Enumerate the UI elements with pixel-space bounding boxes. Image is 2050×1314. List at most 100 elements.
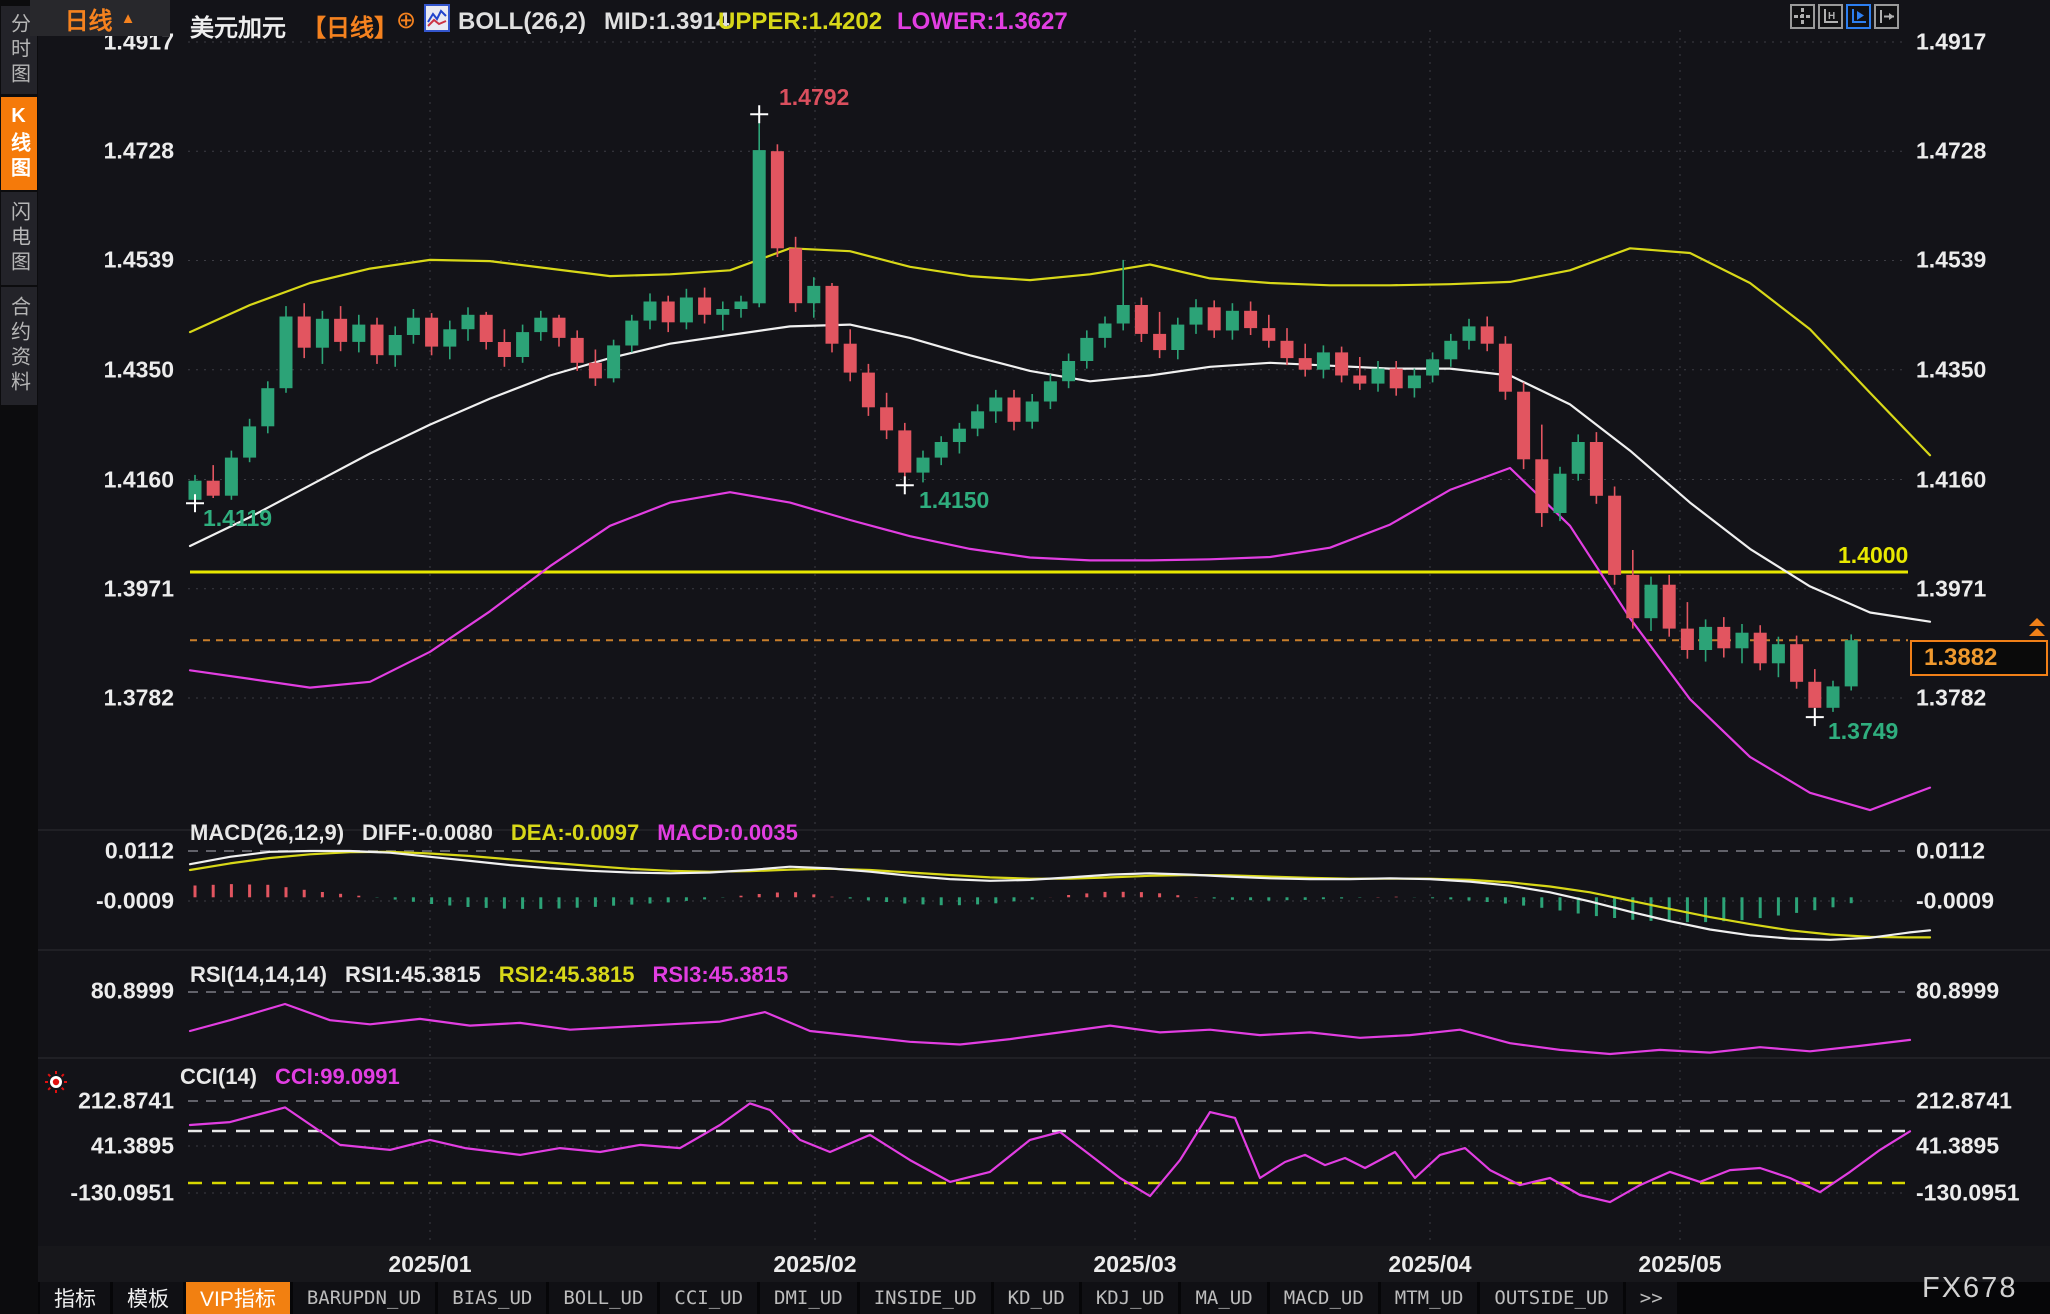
price-tick-left-5: 1.3971 <box>103 575 174 602</box>
sidebar-item-3[interactable]: 闪电图 <box>1 192 37 285</box>
tab-vip指标[interactable]: VIP指标 <box>186 1282 290 1314</box>
boll-lower-value: LOWER:1.3627 <box>897 8 1068 35</box>
chart-toolbar: H <box>1790 4 1899 29</box>
axis-scale-glyph: H <box>1824 9 1838 23</box>
tab-dmi-ud[interactable]: DMI_UD <box>760 1282 857 1314</box>
exit-icon[interactable] <box>1874 4 1899 29</box>
tab-kdj-ud[interactable]: KDJ_UD <box>1081 1282 1179 1314</box>
boll-upper-value: UPPER:1.4202 <box>718 8 883 35</box>
indicator-tab-bar: 指标 模板 VIP指标 BARUPDN_UD BIAS_UD BOLL_UD CCI_UD D… <box>38 1282 2050 1314</box>
tab--[interactable]: >> <box>1625 1282 1677 1314</box>
indicator-tick-right-5: -130.0951 <box>1916 1179 2020 1206</box>
indicator-chart-icon[interactable] <box>424 4 450 32</box>
add-indicator-icon[interactable]: ⊕ <box>396 7 417 34</box>
macd-dea-value: DEA:-0.0097 <box>510 820 640 845</box>
rsi-title: RSI(14,14,14) <box>190 962 327 987</box>
period-tag: 【日线】 <box>302 15 398 42</box>
price-tick-right-6: 1.3782 <box>1916 684 1987 711</box>
macd-diff-value: DIFF:-0.0080 <box>362 820 493 845</box>
tab-bias-ud[interactable]: BIAS_UD <box>438 1282 547 1314</box>
tab-ma-ud[interactable]: MA_UD <box>1181 1282 1267 1314</box>
rsi-panel-header: RSI(14,14,14) RSI1:45.3815 RSI2:45.3815 RSI… <box>190 962 806 988</box>
cci-panel-header: CCI(14) CCI:99.0991 <box>180 1064 418 1090</box>
period-label: 日线 <box>64 7 113 35</box>
boll-label: BOLL(26,2) <box>458 8 587 35</box>
move-icon[interactable] <box>1790 4 1815 29</box>
svg-text:H: H <box>1828 11 1835 22</box>
macd-macd-value: MACD:0.0035 <box>657 820 798 845</box>
double-up-arrow-glyph <box>2029 618 2045 636</box>
exit-glyph <box>1880 10 1894 23</box>
start-low-annotation: 1.4119 <box>203 505 273 531</box>
current-price-box: 1.3882 <box>1910 640 2048 676</box>
alarm-icon[interactable] <box>44 1070 68 1094</box>
sidebar-item-4[interactable]: 合约资料 <box>1 287 37 405</box>
indicator-tick-left-3: 212.8741 <box>78 1087 174 1114</box>
price-up-arrow-icon <box>2028 618 2046 640</box>
indicator-tick-right-2: 80.8999 <box>1916 977 2000 1004</box>
sidebar-item-2[interactable]: K线图 <box>1 97 37 190</box>
xaxis-label-2025/05: 2025/05 <box>1638 1251 1722 1277</box>
boll-mid-value: MID:1.3914 <box>604 8 730 35</box>
rsi2-value: RSI2:45.3815 <box>498 962 635 987</box>
rsi3-value: RSI3:45.3815 <box>652 962 789 987</box>
price-tick-left-2: 1.4539 <box>103 246 174 273</box>
tab-模板[interactable]: 模板 <box>113 1282 183 1314</box>
price-tick-left-3: 1.4350 <box>103 356 174 383</box>
symbol-title: 美元加元 <box>190 15 286 42</box>
tab-指标[interactable]: 指标 <box>40 1282 110 1314</box>
cci-value: CCI:99.0991 <box>275 1064 400 1089</box>
indicator-tick-left-2: 80.8999 <box>90 977 174 1004</box>
price-tick-right-3: 1.4350 <box>1916 356 1987 383</box>
axis-play-icon[interactable] <box>1846 4 1871 29</box>
tab-macd-ud[interactable]: MACD_UD <box>1269 1282 1378 1314</box>
xaxis-labels: 2025/01 2025/02 2025/03 2025/04 2025/05 <box>0 1246 2050 1282</box>
axis-play-glyph <box>1852 9 1866 23</box>
cci-title: CCI(14) <box>180 1064 258 1089</box>
chart-plot-area[interactable] <box>0 0 2050 1246</box>
tab-inside-ud[interactable]: INSIDE_UD <box>859 1282 991 1314</box>
indicator-tick-right-0: 0.0112 <box>1916 837 1986 864</box>
left-price-axis: 1.4917 1.4728 1.4539 1.4350 1.4160 1.3971 1.37… <box>38 0 180 1246</box>
indicator-tick-right-1: -0.0009 <box>1916 887 1995 914</box>
macd-panel-header: MACD(26,12,9) DIFF:-0.0080 DEA:-0.0097 MACD… <box>190 820 816 846</box>
indicator-tick-left-4: 41.3895 <box>90 1132 174 1159</box>
axis-scale-icon[interactable]: H <box>1818 4 1843 29</box>
price-tick-right-4: 1.4160 <box>1916 466 1987 493</box>
xaxis-label-2025/02: 2025/02 <box>773 1251 857 1277</box>
xaxis-label-2025/04: 2025/04 <box>1388 1251 1472 1277</box>
level-line-annotation: 1.4000 <box>1838 542 1909 568</box>
indicator-tick-left-0: 0.0112 <box>104 837 174 864</box>
indicator-tick-left-1: -0.0009 <box>95 887 174 914</box>
xaxis-label-2025/03: 2025/03 <box>1093 1251 1177 1277</box>
move-glyph <box>1794 8 1811 25</box>
rsi1-value: RSI1:45.3815 <box>344 962 481 987</box>
tab-kd-ud[interactable]: KD_UD <box>993 1282 1079 1314</box>
tab-barupdn-ud[interactable]: BARUPDN_UD <box>292 1282 436 1314</box>
indicator-tick-right-3: 212.8741 <box>1916 1087 2012 1114</box>
mini-chart-glyph <box>427 9 447 27</box>
price-tick-right-5: 1.3971 <box>1916 575 1987 602</box>
price-tick-right-1: 1.4728 <box>1916 137 1987 164</box>
tab-boll-ud[interactable]: BOLL_UD <box>549 1282 658 1314</box>
macd-title: MACD(26,12,9) <box>190 820 345 845</box>
feb-low-annotation: 1.4150 <box>919 487 990 513</box>
right-price-axis: 1.4917 1.4728 1.4539 1.4350 1.4160 1.3971 1.37… <box>1916 0 2050 1246</box>
price-tick-left-4: 1.4160 <box>103 466 174 493</box>
indicator-tick-left-5: -130.0951 <box>70 1179 174 1206</box>
price-tick-right-0: 1.4917 <box>1916 28 1987 55</box>
price-tick-right-2: 1.4539 <box>1916 246 1987 273</box>
tab-mtm-ud[interactable]: MTM_UD <box>1380 1282 1478 1314</box>
xaxis-label-2025/01: 2025/01 <box>388 1251 472 1277</box>
price-tick-left-6: 1.3782 <box>103 684 174 711</box>
xaxis-strip <box>38 1246 2050 1282</box>
watermark-logo: FX678 <box>1922 1272 2018 1304</box>
period-selector-button[interactable]: 日线 ▲ <box>30 0 170 36</box>
tab-cci-ud[interactable]: CCI_UD <box>660 1282 758 1314</box>
period-dropdown-arrow-icon: ▲ <box>120 9 136 27</box>
tab-outside-ud[interactable]: OUTSIDE_UD <box>1480 1282 1623 1314</box>
price-tick-left-1: 1.4728 <box>103 137 174 164</box>
high-annotation: 1.4792 <box>779 84 850 110</box>
alarm-glyph <box>45 1071 67 1093</box>
